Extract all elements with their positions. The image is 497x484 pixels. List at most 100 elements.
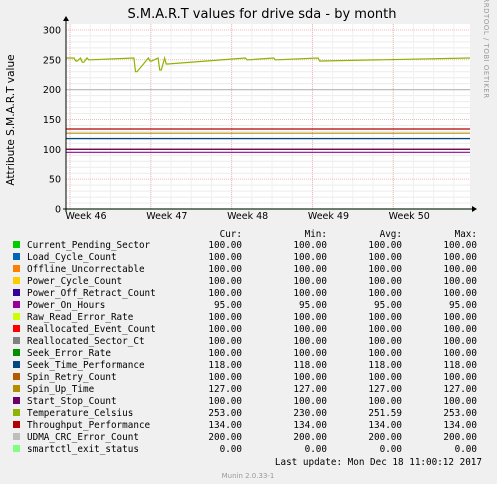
- y-tick-label: 150: [43, 115, 61, 126]
- legend-value-avg: 100.00: [368, 348, 402, 359]
- legend-value-avg: 134.00: [368, 420, 402, 431]
- y-tick-label: 50: [49, 175, 61, 186]
- legend-value-min: 100.00: [293, 240, 327, 251]
- legend-value-cur: 100.00: [208, 312, 242, 323]
- legend-value-max: 100.00: [443, 372, 477, 383]
- legend-value-cur: 100.00: [208, 372, 242, 383]
- legend-swatch: [13, 397, 20, 404]
- legend-value-cur: 95.00: [214, 300, 242, 311]
- munin-footer: Munin 2.0.33-1: [222, 472, 275, 480]
- legend-value-max: 95.00: [449, 300, 477, 311]
- legend-value-max: 200.00: [443, 432, 477, 443]
- legend-value-cur: 100.00: [208, 252, 242, 263]
- legend-series-name: Start_Stop_Count: [27, 396, 117, 407]
- legend-value-min: 118.00: [293, 360, 327, 371]
- x-tick-label: Week 47: [146, 211, 187, 222]
- legend-value-cur: 134.00: [208, 420, 242, 431]
- legend-value-max: 100.00: [443, 252, 477, 263]
- legend-value-cur: 127.00: [208, 384, 242, 395]
- legend-series-name: Temperature_Celsius: [27, 408, 133, 419]
- x-tick-label: Week 46: [65, 211, 106, 222]
- legend-value-avg: 127.00: [368, 384, 402, 395]
- legend-header-cur: Cur:: [220, 229, 242, 240]
- legend-series-name: Spin_Up_Time: [27, 384, 95, 395]
- legend-value-min: 100.00: [293, 312, 327, 323]
- legend-series-name: smartctl_exit_status: [27, 444, 139, 455]
- legend-swatch: [13, 433, 20, 440]
- legend-swatch: [13, 409, 20, 416]
- legend-value-cur: 100.00: [208, 396, 242, 407]
- x-tick-label: Week 48: [227, 211, 268, 222]
- legend-value-min: 134.00: [293, 420, 327, 431]
- legend-swatch: [13, 361, 20, 368]
- legend-value-max: 134.00: [443, 420, 477, 431]
- plot-background: [66, 24, 470, 209]
- legend-value-cur: 100.00: [208, 348, 242, 359]
- x-axis-arrow: [472, 206, 477, 212]
- legend-swatch: [13, 325, 20, 332]
- legend-series-name: Power_On_Hours: [27, 300, 105, 311]
- legend-value-max: 0.00: [455, 444, 477, 455]
- legend-value-min: 100.00: [293, 324, 327, 335]
- legend-value-cur: 100.00: [208, 276, 242, 287]
- legend-value-cur: 253.00: [208, 408, 242, 419]
- legend-value-min: 100.00: [293, 372, 327, 383]
- legend-value-max: 100.00: [443, 276, 477, 287]
- legend-value-max: 127.00: [443, 384, 477, 395]
- legend-value-avg: 100.00: [368, 252, 402, 263]
- legend-value-avg: 100.00: [368, 312, 402, 323]
- legend-value-cur: 200.00: [208, 432, 242, 443]
- legend-series-name: Raw_Read_Error_Rate: [27, 312, 134, 323]
- legend-value-avg: 100.00: [368, 372, 402, 383]
- legend-swatch: [13, 337, 20, 344]
- legend-value-avg: 95.00: [374, 300, 402, 311]
- legend-value-min: 100.00: [293, 336, 327, 347]
- legend-value-min: 200.00: [293, 432, 327, 443]
- legend-value-max: 100.00: [443, 336, 477, 347]
- y-axis-arrow: [63, 16, 69, 21]
- legend-swatch: [13, 241, 20, 248]
- legend-series-name: Power_Cycle_Count: [27, 276, 122, 287]
- legend-value-cur: 100.00: [208, 288, 242, 299]
- legend-value-max: 100.00: [443, 288, 477, 299]
- x-tick-label: Week 49: [308, 211, 349, 222]
- legend-value-max: 100.00: [443, 348, 477, 359]
- legend-value-min: 100.00: [293, 288, 327, 299]
- legend-swatch: [13, 313, 20, 320]
- legend-value-avg: 100.00: [368, 276, 402, 287]
- y-tick-label: 100: [43, 145, 61, 156]
- legend-series-name: Seek_Time_Performance: [27, 360, 145, 371]
- legend-swatch: [13, 289, 20, 296]
- legend-value-min: 95.00: [299, 300, 327, 311]
- legend-series-name: Offline_Uncorrectable: [27, 264, 145, 275]
- y-axis-label: Attribute S.M.A.R.T value: [5, 54, 17, 185]
- legend-swatch: [13, 421, 20, 428]
- legend-header-max: Max:: [455, 229, 477, 240]
- legend-swatch: [13, 349, 20, 356]
- legend: Cur: Min: Avg: Max: Current_Pending_Sector 10…: [13, 229, 477, 455]
- legend-series-name: Reallocated_Sector_Ct: [27, 336, 145, 347]
- legend-value-min: 230.00: [293, 408, 327, 419]
- legend-value-avg: 100.00: [368, 240, 402, 251]
- legend-header-avg: Avg:: [380, 229, 402, 240]
- legend-value-cur: 100.00: [208, 264, 242, 275]
- legend-value-avg: 200.00: [368, 432, 402, 443]
- y-tick-label: 0: [55, 205, 61, 216]
- y-tick-label: 300: [43, 25, 61, 36]
- legend-series-name: Reallocated_Event_Count: [27, 324, 156, 335]
- legend-swatch: [13, 301, 20, 308]
- legend-value-avg: 100.00: [368, 324, 402, 335]
- legend-value-max: 100.00: [443, 396, 477, 407]
- legend-series-name: Load_Cycle_Count: [27, 252, 117, 263]
- legend-series-name: Current_Pending_Sector: [27, 240, 151, 251]
- legend-value-max: 100.00: [443, 240, 477, 251]
- legend-series-name: UDMA_CRC_Error_Count: [27, 432, 139, 443]
- x-tick-label: Week 50: [389, 211, 430, 222]
- y-tick-label: 250: [43, 55, 61, 66]
- legend-value-max: 100.00: [443, 264, 477, 275]
- plot-area: 0 50 100 150 200 250 300 Week 46 Week 47 Week 48 W…: [43, 16, 477, 222]
- legend-swatch: [13, 445, 20, 452]
- legend-series-name: Throughput_Performance: [27, 420, 151, 431]
- legend-value-avg: 0.00: [380, 444, 402, 455]
- legend-series-name: Power_Off_Retract_Count: [27, 288, 156, 299]
